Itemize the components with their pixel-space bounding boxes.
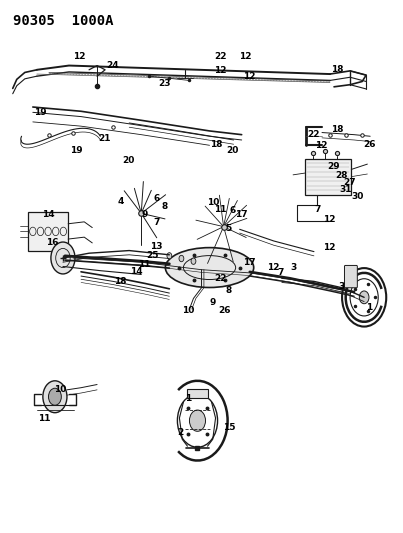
- Text: 12: 12: [267, 263, 279, 272]
- Circle shape: [179, 255, 184, 262]
- Text: 26: 26: [218, 305, 231, 314]
- Text: 7: 7: [314, 205, 320, 214]
- Text: 22: 22: [307, 130, 320, 139]
- Text: 12: 12: [239, 52, 251, 61]
- Text: 12: 12: [323, 215, 335, 224]
- Text: 8: 8: [226, 286, 232, 295]
- Text: 8: 8: [162, 203, 168, 212]
- Text: 15: 15: [222, 423, 235, 432]
- Text: 10: 10: [54, 385, 66, 394]
- Text: 20: 20: [122, 156, 135, 165]
- Text: 22: 22: [214, 52, 227, 61]
- Text: 16: 16: [46, 238, 58, 247]
- Bar: [305, 159, 351, 195]
- Text: 6: 6: [154, 194, 160, 203]
- Text: 5: 5: [226, 224, 232, 233]
- Circle shape: [43, 381, 67, 413]
- Text: 24: 24: [106, 61, 118, 70]
- Circle shape: [359, 291, 369, 304]
- Text: 1: 1: [366, 303, 372, 312]
- Text: 11: 11: [214, 205, 227, 214]
- Text: 18: 18: [210, 140, 223, 149]
- Text: 12: 12: [73, 52, 85, 61]
- Text: 3: 3: [290, 263, 296, 272]
- Text: 2: 2: [177, 428, 184, 437]
- Text: 22: 22: [214, 273, 227, 282]
- Text: 17: 17: [235, 210, 247, 219]
- Circle shape: [191, 258, 196, 264]
- Text: 12: 12: [323, 244, 335, 253]
- Text: 14: 14: [130, 268, 143, 276]
- Text: 7: 7: [278, 269, 284, 277]
- Text: 9: 9: [210, 298, 216, 307]
- Text: 9: 9: [141, 210, 147, 219]
- Text: 18: 18: [114, 277, 127, 286]
- Text: 13: 13: [150, 242, 163, 251]
- Text: 10: 10: [207, 198, 219, 207]
- Text: 1: 1: [185, 394, 192, 403]
- Text: 11: 11: [38, 414, 50, 423]
- Text: 12: 12: [243, 71, 255, 80]
- Text: 12: 12: [315, 141, 327, 150]
- Text: 28: 28: [335, 171, 347, 180]
- Circle shape: [48, 388, 61, 405]
- Text: 14: 14: [42, 210, 54, 219]
- FancyBboxPatch shape: [345, 265, 357, 288]
- Ellipse shape: [165, 248, 254, 287]
- Bar: [187, 389, 208, 398]
- Text: 3: 3: [338, 282, 345, 291]
- Text: 90305  1000A: 90305 1000A: [13, 14, 113, 28]
- Text: 18: 18: [331, 66, 343, 74]
- Text: 21: 21: [98, 134, 110, 143]
- Text: 7: 7: [153, 219, 160, 228]
- Text: 4: 4: [117, 197, 124, 206]
- Text: 18: 18: [331, 125, 343, 134]
- Text: 30: 30: [351, 192, 364, 201]
- Text: 19: 19: [70, 146, 83, 155]
- Text: 11: 11: [138, 261, 151, 269]
- Text: 25: 25: [146, 252, 159, 260]
- Text: 26: 26: [363, 140, 376, 149]
- Text: 19: 19: [34, 108, 46, 117]
- Text: 10: 10: [183, 305, 195, 314]
- Text: 20: 20: [226, 146, 239, 155]
- Text: 12: 12: [214, 67, 227, 75]
- Text: 23: 23: [158, 78, 171, 87]
- Text: 17: 17: [243, 258, 255, 266]
- Circle shape: [167, 253, 172, 259]
- Circle shape: [51, 242, 75, 274]
- Text: 27: 27: [343, 178, 355, 187]
- Text: 6: 6: [230, 206, 236, 215]
- Text: 31: 31: [339, 185, 351, 194]
- Text: 29: 29: [327, 162, 340, 171]
- Circle shape: [189, 410, 206, 431]
- Bar: [28, 212, 68, 251]
